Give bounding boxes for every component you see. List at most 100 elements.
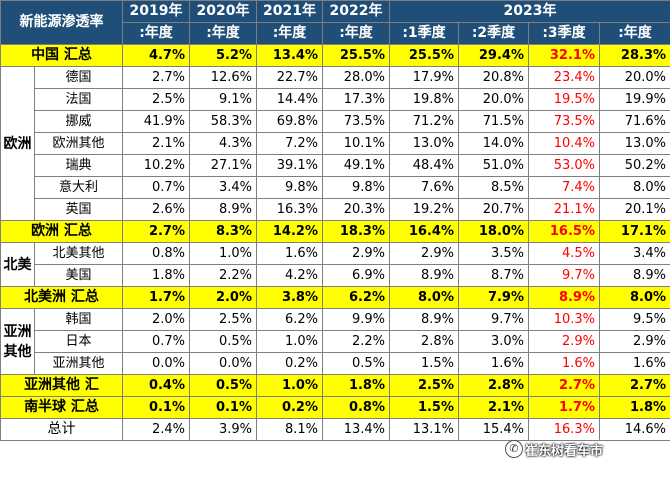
- value-cell: 2.5%: [122, 88, 190, 111]
- asia-other-group-label: 亚洲其他: [0, 308, 35, 375]
- value-cell: 1.6%: [528, 352, 600, 375]
- year-header: 2023年: [388, 0, 670, 23]
- value-cell: 10.1%: [322, 132, 390, 155]
- value-cell: 3.5%: [458, 242, 529, 265]
- value-cell: 20.1%: [598, 198, 670, 221]
- table-row: 英国 2.6% 8.9% 16.3% 20.3% 19.2% 20.7% 21.1% 20.1%: [1, 198, 670, 221]
- value-cell: 17.1%: [598, 220, 670, 243]
- value-cell: 71.5%: [458, 110, 529, 133]
- value-cell: 16.5%: [528, 220, 600, 243]
- value-cell: 4.2%: [256, 264, 323, 287]
- europe-group-label: 欧洲: [0, 66, 35, 221]
- table-row: 瑞典 10.2% 27.1% 39.1% 49.1% 48.4% 51.0% 53.0% 50.…: [1, 154, 670, 177]
- value-cell: 0.0%: [189, 352, 257, 375]
- value-cell: 19.9%: [598, 88, 670, 111]
- value-cell: 8.5%: [458, 176, 529, 199]
- value-cell: 9.5%: [598, 308, 670, 331]
- year-header: 2020年: [189, 0, 257, 23]
- year-header: 2021年: [256, 0, 323, 23]
- value-cell: 8.7%: [458, 264, 529, 287]
- row-label: 欧洲 汇总: [0, 220, 123, 243]
- row-label: 北美洲 汇总: [0, 286, 123, 309]
- value-cell: 6.2%: [256, 308, 323, 331]
- row-label: 挪威: [34, 110, 123, 133]
- corner-header: 新能源渗透率: [0, 0, 123, 45]
- value-cell: 0.4%: [122, 374, 190, 397]
- value-cell: 0.2%: [256, 352, 323, 375]
- value-cell: 8.9%: [598, 264, 670, 287]
- value-cell: 16.4%: [389, 220, 459, 243]
- row-label: 欧洲其他: [34, 132, 123, 155]
- value-cell: 2.2%: [189, 264, 257, 287]
- table-row: 亚洲其他 0.0% 0.0% 0.2% 0.5% 1.5% 1.6% 1.6% 1.6%: [1, 352, 670, 375]
- value-cell: 19.8%: [389, 88, 459, 111]
- value-cell: 14.0%: [458, 132, 529, 155]
- value-cell: 58.3%: [189, 110, 257, 133]
- row-label: 总计: [0, 418, 123, 441]
- value-cell: 18.3%: [322, 220, 390, 243]
- value-cell: 1.0%: [189, 242, 257, 265]
- value-cell: 1.8%: [322, 374, 390, 397]
- year-header: 2019年: [122, 0, 190, 23]
- value-cell: 10.2%: [122, 154, 190, 177]
- value-cell: 14.2%: [256, 220, 323, 243]
- table-row: 亚洲其他 韩国 2.0% 2.5% 6.2% 9.9% 8.9% 9.7% 10.3% 9.5%: [0, 308, 670, 375]
- europe-total-row: 欧洲 汇总 2.7% 8.3% 14.2% 18.3% 16.4% 18.0% 16.5% 17…: [0, 220, 670, 243]
- value-cell: 7.6%: [389, 176, 459, 199]
- value-cell: 73.5%: [528, 110, 600, 133]
- value-cell: 27.1%: [189, 154, 257, 177]
- row-label: 韩国: [34, 308, 123, 331]
- value-cell: 7.9%: [458, 286, 529, 309]
- value-cell: 4.7%: [122, 44, 190, 67]
- southern-total-row: 南半球 汇总 0.1% 0.1% 0.2% 0.8% 1.5% 2.1% 1.7% 1.8%: [0, 396, 670, 419]
- table-row: 挪威 41.9% 58.3% 69.8% 73.5% 71.2% 71.5% 73.5% 71.…: [1, 110, 670, 133]
- value-cell: 41.9%: [122, 110, 190, 133]
- value-cell: 22.7%: [256, 66, 323, 89]
- value-cell: 13.0%: [389, 132, 459, 155]
- value-cell: 0.8%: [322, 396, 390, 419]
- table-row: 意大利 0.7% 3.4% 9.8% 9.8% 7.6% 8.5% 7.4% 8.0%: [1, 176, 670, 199]
- value-cell: 17.9%: [389, 66, 459, 89]
- value-cell: 8.0%: [598, 286, 670, 309]
- period-header: :年度: [256, 22, 323, 45]
- value-cell: 0.5%: [322, 352, 390, 375]
- value-cell: 5.2%: [189, 44, 257, 67]
- value-cell: 2.9%: [389, 242, 459, 265]
- value-cell: 2.8%: [389, 330, 459, 353]
- row-label: 日本: [34, 330, 123, 353]
- value-cell: 49.1%: [322, 154, 390, 177]
- value-cell: 50.2%: [598, 154, 670, 177]
- value-cell: 10.4%: [528, 132, 600, 155]
- value-cell: 2.7%: [122, 220, 190, 243]
- value-cell: 4.3%: [189, 132, 257, 155]
- row-label: 英国: [34, 198, 123, 221]
- value-cell: 14.6%: [598, 418, 670, 441]
- value-cell: 14.4%: [256, 88, 323, 111]
- value-cell: 16.3%: [256, 198, 323, 221]
- period-header: :年度: [322, 22, 390, 45]
- value-cell: 48.4%: [389, 154, 459, 177]
- period-header: :2季度: [458, 22, 529, 45]
- asia-other-total-row: 亚洲其他 汇 0.4% 0.5% 1.0% 1.8% 2.5% 2.8% 2.7% 2.7%: [0, 374, 670, 397]
- north-america-total-row: 北美洲 汇总 1.7% 2.0% 3.8% 6.2% 8.0% 7.9% 8.9% 8.0%: [0, 286, 670, 309]
- value-cell: 15.4%: [458, 418, 529, 441]
- value-cell: 0.8%: [122, 242, 190, 265]
- row-label: 瑞典: [34, 154, 123, 177]
- value-cell: 4.5%: [528, 242, 600, 265]
- row-label: 北美其他: [34, 242, 123, 265]
- table-row: 美国 1.8% 2.2% 4.2% 6.9% 8.9% 8.7% 9.7% 8.9%: [1, 264, 670, 287]
- table-row: 法国 2.5% 9.1% 14.4% 17.3% 19.8% 20.0% 19.5% 19.9%: [1, 88, 670, 111]
- value-cell: 2.1%: [458, 396, 529, 419]
- watermark-text: 崔东树看车市: [525, 444, 604, 459]
- value-cell: 3.4%: [598, 242, 670, 265]
- value-cell: 3.9%: [189, 418, 257, 441]
- value-cell: 1.7%: [122, 286, 190, 309]
- value-cell: 2.1%: [122, 132, 190, 155]
- value-cell: 0.7%: [122, 330, 190, 353]
- value-cell: 2.5%: [189, 308, 257, 331]
- value-cell: 20.7%: [458, 198, 529, 221]
- value-cell: 1.0%: [256, 374, 323, 397]
- header-period-row: :年度 :年度 :年度 :年度 :1季度 :2季度 :3季度 :年度: [1, 22, 670, 45]
- value-cell: 1.7%: [528, 396, 600, 419]
